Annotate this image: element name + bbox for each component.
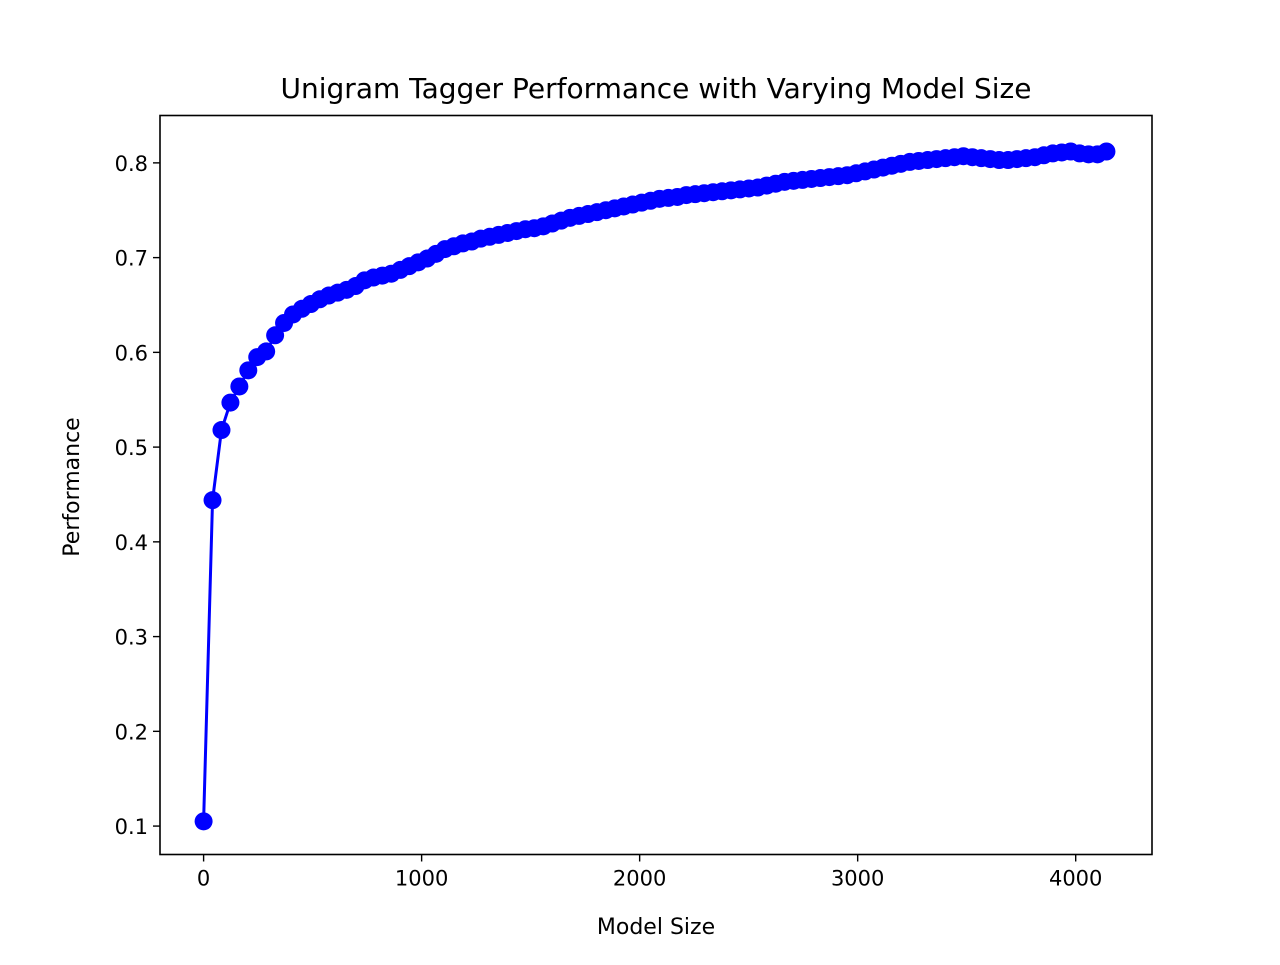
data-point xyxy=(212,421,231,440)
x-tick-label: 4000 xyxy=(1049,867,1102,891)
data-point xyxy=(194,812,213,831)
y-axis-ticks: 0.1 0.2 0.3 0.4 0.5 0.6 0.7 0.8 xyxy=(115,152,160,839)
y-tick-label: 0.7 xyxy=(115,247,148,271)
y-tick-label: 0.6 xyxy=(115,341,148,365)
y-tick-label: 0.1 xyxy=(115,815,148,839)
y-tick-label: 0.8 xyxy=(115,152,148,176)
y-tick-label: 0.3 xyxy=(115,626,148,650)
x-axis-ticks: 0 1000 2000 3000 4000 xyxy=(197,854,1102,891)
y-tick-label: 0.4 xyxy=(115,531,148,555)
x-tick-label: 0 xyxy=(197,867,210,891)
plot-area xyxy=(194,142,1116,831)
chart-title: Unigram Tagger Performance with Varying … xyxy=(281,72,1032,105)
data-point xyxy=(239,361,258,380)
x-tick-label: 1000 xyxy=(395,867,448,891)
y-tick-label: 0.2 xyxy=(115,720,148,744)
data-point xyxy=(203,491,222,510)
data-point xyxy=(257,342,276,361)
data-point xyxy=(221,393,240,412)
y-tick-label: 0.5 xyxy=(115,436,148,460)
x-tick-label: 3000 xyxy=(831,867,884,891)
data-point xyxy=(230,377,249,396)
x-tick-label: 2000 xyxy=(613,867,666,891)
plot-frame xyxy=(159,114,1153,856)
x-axis-label: Model Size xyxy=(597,915,715,940)
y-axis-label: Performance xyxy=(60,417,85,556)
data-point xyxy=(1097,142,1116,161)
